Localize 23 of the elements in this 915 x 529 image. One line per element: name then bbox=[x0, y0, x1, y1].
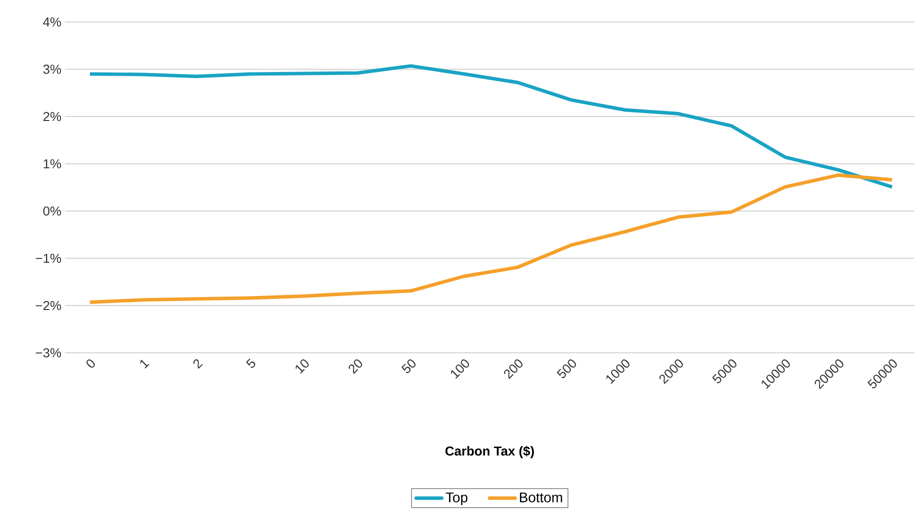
x-tick-label: 1 bbox=[140, 360, 150, 369]
x-tick-label: 200 bbox=[504, 360, 523, 380]
line-series bbox=[88, 64, 894, 189]
y-tick-label: 4% bbox=[43, 18, 61, 27]
y-tick-label: −3% bbox=[36, 348, 61, 358]
y-tick-label: −1% bbox=[36, 254, 61, 263]
x-tick-label: 5 bbox=[246, 358, 256, 368]
x-tick-label: 500 bbox=[556, 360, 576, 378]
x-tick-label: 100 bbox=[450, 360, 470, 379]
x-tick-label: 10 bbox=[296, 360, 309, 374]
legend-label: Top bbox=[446, 492, 468, 506]
y-tick-label: 0% bbox=[43, 206, 61, 216]
y-tick-label: 3% bbox=[43, 64, 61, 74]
y-tick-label: −2% bbox=[36, 301, 61, 310]
x-tick-label: 20 bbox=[348, 360, 362, 374]
x-tick-label: 50 bbox=[401, 360, 416, 374]
x-tick-label: 0 bbox=[86, 360, 95, 368]
y-tick-label: 2% bbox=[43, 112, 61, 122]
x-axis-title: Carbon Tax ($) bbox=[445, 446, 534, 458]
line-series bbox=[88, 174, 894, 304]
legend-label: Bottom bbox=[520, 492, 562, 502]
y-tick-label: 1% bbox=[44, 159, 61, 168]
x-tick-label: 2 bbox=[193, 359, 203, 369]
